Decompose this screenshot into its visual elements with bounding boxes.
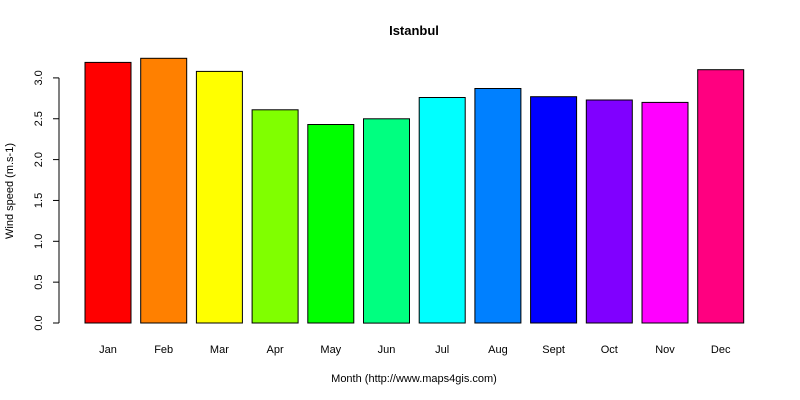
bar-jun <box>363 118 410 324</box>
bar-oct <box>585 99 633 324</box>
y-tick-label: 1.0 <box>33 234 45 249</box>
x-tick-label: Mar <box>210 344 229 356</box>
x-tick-label: Jun <box>378 344 396 356</box>
x-axis-label: Month (http://www.maps4gis.com) <box>331 373 497 385</box>
y-tick-label: 1.5 <box>33 193 45 208</box>
x-tick-label: Feb <box>154 344 173 356</box>
x-tick-label: Jan <box>99 344 117 356</box>
bars-group <box>84 57 745 324</box>
bar-mar <box>195 70 243 324</box>
bar-sept <box>530 96 578 324</box>
bar-jul <box>418 97 466 324</box>
y-axis: 0.0 0.5 1.0 1.5 2.0 2.5 3.0 <box>33 70 60 331</box>
bar-nov <box>641 101 689 324</box>
bar-apr <box>251 109 299 324</box>
bar-may <box>307 124 355 324</box>
x-tick-label: Nov <box>655 344 675 356</box>
y-tick-label: 2.5 <box>33 111 45 126</box>
x-tick-label: Oct <box>601 344 618 356</box>
x-tick-labels: Jan Feb Mar Apr May Jun Jul Aug Sept Oct Nov Dec <box>99 344 731 356</box>
y-tick-label: 0.0 <box>33 315 45 330</box>
x-tick-label: Apr <box>267 344 284 356</box>
y-axis-label: Wind speed (m.s-1) <box>4 143 16 239</box>
bar-aug <box>474 88 522 324</box>
bar-jan <box>84 61 132 324</box>
y-tick-label: 2.0 <box>33 152 45 167</box>
chart-title: Istanbul <box>389 23 439 38</box>
y-tick-label: 3.0 <box>33 70 45 85</box>
x-tick-label: May <box>320 344 341 356</box>
x-tick-label: Sept <box>542 344 565 356</box>
bar-feb <box>140 57 188 324</box>
y-tick-label: 0.5 <box>33 275 45 290</box>
x-tick-label: Aug <box>488 344 508 356</box>
bar-dec <box>697 69 745 324</box>
x-tick-label: Jul <box>435 344 449 356</box>
x-tick-label: Dec <box>711 344 731 356</box>
